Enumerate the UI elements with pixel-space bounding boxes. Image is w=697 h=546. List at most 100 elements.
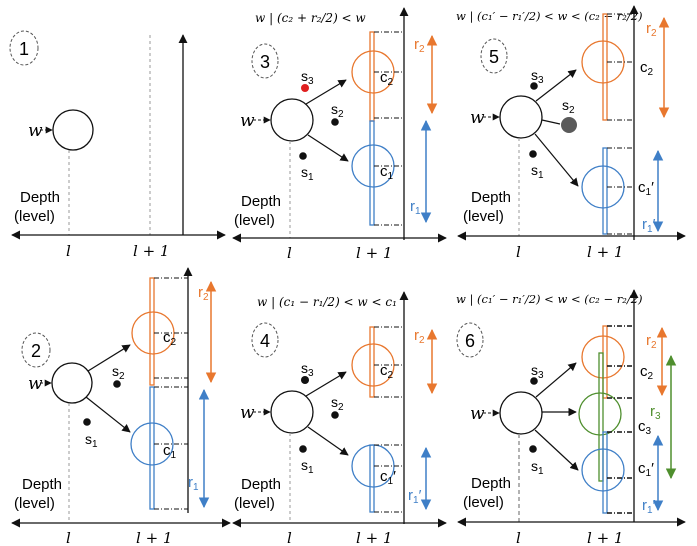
- c1-prime-band: [602, 147, 608, 235]
- panel-number-badge: [456, 322, 484, 358]
- r2-label: r2: [414, 327, 425, 346]
- panel-number-badge: [9, 30, 39, 66]
- panel-6: w | (c₁′ − r₁′/2) < w < (c₂ − r₂/2) 6 w …: [456, 289, 686, 546]
- c1-prime-band: [369, 444, 375, 513]
- r1-prime-label: r1′: [642, 216, 656, 235]
- child-arrow-lower: [307, 426, 349, 456]
- w-label: w: [240, 403, 255, 423]
- node-circle: [499, 95, 543, 139]
- s3-label: s3: [301, 68, 314, 87]
- split-point-s3: [530, 377, 538, 385]
- child-arrow-upper: [535, 69, 577, 102]
- s1-label: s1: [85, 431, 98, 450]
- split-point-s2: [331, 411, 339, 419]
- c2-label: c2: [380, 362, 394, 381]
- depth-label: Depth: [241, 193, 281, 210]
- l1-tick-label: l + 1: [356, 529, 392, 546]
- depth-label: Depth: [471, 189, 511, 206]
- s1-label: s1: [531, 458, 544, 477]
- child-arrow-lower: [534, 429, 579, 471]
- s2-label: s2: [562, 97, 575, 116]
- node-circle: [51, 362, 93, 404]
- c1-label: c1: [163, 442, 177, 461]
- c1-band: [149, 386, 155, 510]
- w-label: w: [28, 121, 43, 141]
- node-circle: [270, 390, 314, 434]
- s2-label: s2: [331, 394, 344, 413]
- s1-label: s1: [531, 162, 544, 181]
- panel-2: 2 w s2 s1 c2 c1 r2 r1 Depth (level) l l …: [11, 267, 231, 546]
- r1-label: r1: [410, 198, 421, 217]
- split-point-s2: [331, 118, 339, 126]
- w-label: w: [470, 108, 485, 128]
- r1-prime-label: r1′: [408, 487, 422, 506]
- r2-label: r2: [646, 20, 657, 39]
- r2-label: r2: [198, 284, 209, 303]
- depth-label: Depth: [22, 476, 62, 493]
- child-arrow-lower: [85, 396, 131, 433]
- split-point-s2: [113, 380, 121, 388]
- s1-label: s1: [301, 457, 314, 476]
- condition-text: w | (c₁′ − r₁′/2) < w < (c₂ − r₂/2): [456, 9, 643, 24]
- level-label: (level): [14, 208, 55, 225]
- split-point-s3: [301, 376, 309, 384]
- split-point-s1: [529, 445, 537, 453]
- r2-label: r2: [414, 36, 425, 55]
- r3-label: r3: [650, 403, 661, 422]
- depth-label: Depth: [241, 476, 281, 493]
- level-label: (level): [234, 212, 275, 229]
- child-circle-c1: [130, 422, 174, 466]
- child-arrow-upper: [535, 362, 577, 398]
- condition-text: w | (c₂ + r₂/2) < w: [255, 11, 366, 25]
- s3-label: s3: [531, 362, 544, 381]
- panel-1: 1 w Depth (level) l l + 1: [9, 30, 226, 260]
- level-label: (level): [14, 495, 55, 512]
- child-arrow-upper: [305, 371, 347, 397]
- split-point-s1: [83, 418, 91, 426]
- split-point-s1: [529, 150, 537, 158]
- l1-tick-label: l + 1: [136, 529, 172, 546]
- c2-band: [602, 13, 608, 121]
- l-tick-label: l: [66, 529, 71, 546]
- node-circle: [499, 391, 543, 435]
- c2-band: [149, 277, 155, 386]
- panel-number-badge: [251, 43, 279, 79]
- panel-number: 3: [260, 52, 270, 72]
- child-arrow-upper: [305, 79, 347, 105]
- panel-3: w | (c₂ + r₂/2) < w 3 w s3 s2 s1 c2 c1 r…: [232, 7, 447, 262]
- c1-prime-label: c1′: [638, 179, 654, 198]
- child-arrow-upper: [87, 344, 131, 372]
- c1-prime-label: c1′: [638, 460, 654, 479]
- c1-prime-band: [602, 431, 608, 514]
- l1-tick-label: l + 1: [356, 244, 392, 262]
- panel-number: 4: [260, 331, 270, 351]
- l-tick-label: l: [516, 243, 521, 261]
- w-label: w: [28, 374, 43, 394]
- split-point-s2: [561, 117, 577, 133]
- node-circle: [270, 98, 314, 142]
- c3-label: c3: [638, 418, 652, 437]
- l-tick-label: l: [287, 244, 292, 262]
- c2-label: c2: [380, 69, 394, 88]
- c1-label: c1: [380, 163, 394, 182]
- w-label: w: [470, 404, 485, 424]
- l1-tick-label: l + 1: [133, 242, 169, 260]
- condition-text: w | (c₁ − r₁/2) < w < c₁: [257, 295, 397, 309]
- panel-number: 1: [19, 39, 29, 59]
- depth-label: Depth: [20, 189, 60, 206]
- l1-tick-label: l + 1: [587, 243, 623, 261]
- c2-label: c2: [640, 363, 654, 382]
- child-circle-c3: [578, 392, 622, 436]
- panel-number-badge: [21, 332, 51, 368]
- l1-tick-label: l + 1: [587, 529, 623, 546]
- split-point-s3: [301, 84, 309, 92]
- c2-label: c2: [640, 59, 654, 78]
- c1-prime-label: c1′: [380, 468, 396, 487]
- panel-number: 2: [31, 341, 41, 361]
- s2-label: s2: [112, 363, 125, 382]
- split-point-s1: [299, 445, 307, 453]
- node-circle: [52, 109, 94, 151]
- depth-label: Depth: [471, 475, 511, 492]
- l-tick-label: l: [66, 242, 71, 260]
- level-label: (level): [234, 495, 275, 512]
